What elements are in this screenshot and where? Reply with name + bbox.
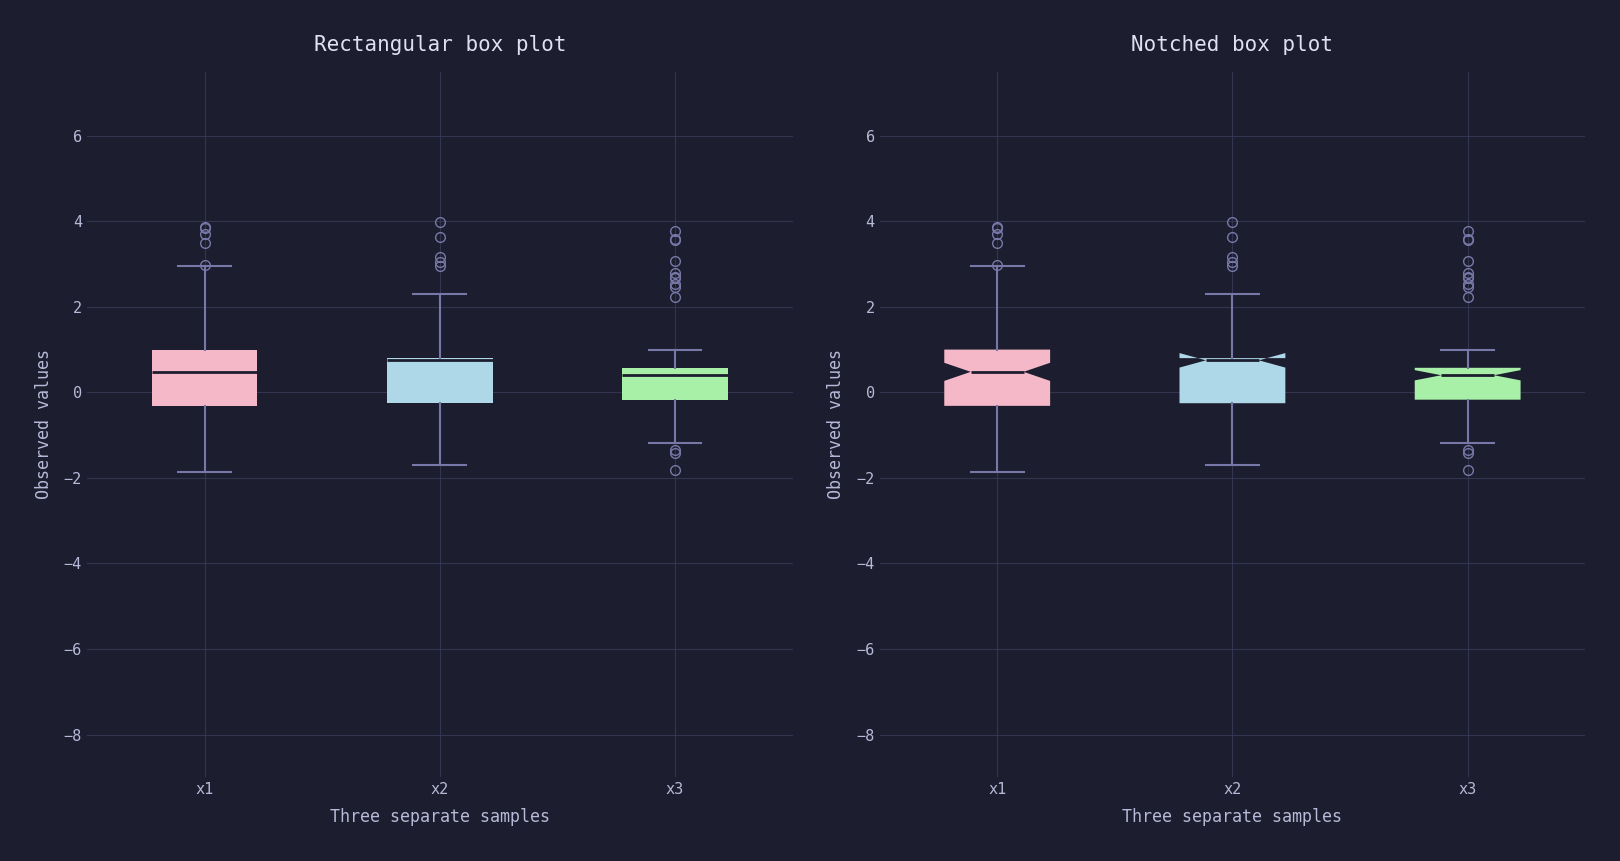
Y-axis label: Observed values: Observed values — [34, 350, 53, 499]
X-axis label: Three separate samples: Three separate samples — [330, 808, 549, 827]
PathPatch shape — [387, 358, 492, 403]
Title: Rectangular box plot: Rectangular box plot — [314, 34, 565, 55]
PathPatch shape — [944, 350, 1050, 406]
Y-axis label: Observed values: Observed values — [828, 350, 846, 499]
PathPatch shape — [622, 368, 727, 400]
PathPatch shape — [1414, 368, 1521, 400]
PathPatch shape — [152, 350, 258, 406]
Title: Notched box plot: Notched box plot — [1131, 34, 1333, 55]
PathPatch shape — [1179, 353, 1285, 403]
X-axis label: Three separate samples: Three separate samples — [1123, 808, 1343, 827]
